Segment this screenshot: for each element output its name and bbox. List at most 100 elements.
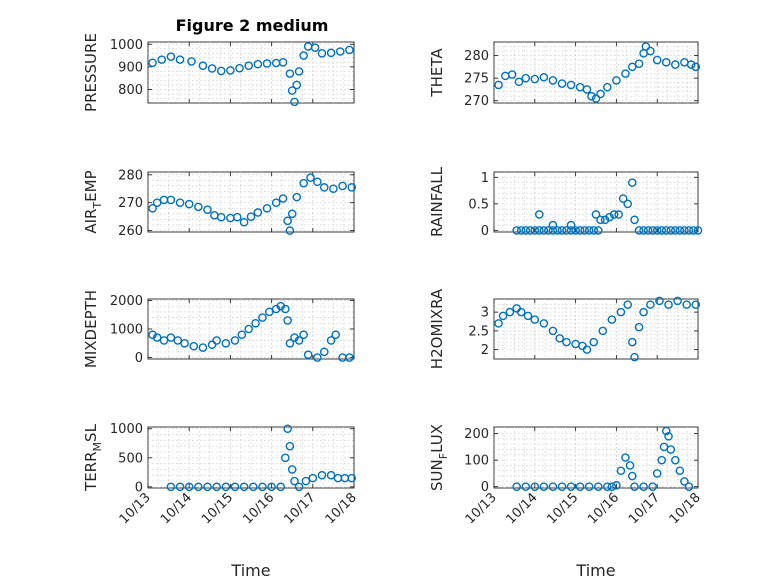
- data-point: [618, 194, 628, 203]
- data-point: [548, 482, 558, 491]
- data-point: [512, 226, 521, 235]
- data-point: [294, 482, 304, 492]
- data-point: [655, 296, 664, 306]
- subplot-pressure: 800 900 1000 PRESSURE: [82, 33, 355, 112]
- data-point: [278, 58, 288, 67]
- y-tick-label: 0: [135, 480, 143, 495]
- data-point: [575, 226, 585, 235]
- data-point: [625, 461, 635, 470]
- data-point: [253, 59, 263, 69]
- axes-frame: [147, 41, 355, 104]
- data-point: [317, 470, 327, 480]
- data-point: [198, 343, 208, 352]
- subplot-air_temp: 260 270 280 AIRTEMP: [82, 168, 357, 239]
- data-point: [680, 226, 689, 235]
- data-point: [643, 226, 653, 235]
- data-point: [317, 48, 327, 58]
- data-point: [306, 173, 315, 182]
- x-tick-label: 10/18: [667, 490, 704, 527]
- y-axis-label-sub: T: [91, 202, 104, 210]
- data-point: [566, 220, 576, 230]
- data-point: [319, 183, 329, 192]
- data-point: [235, 63, 244, 73]
- data-point: [539, 319, 549, 328]
- x-tick-label: 10/13: [463, 490, 500, 527]
- data-point: [239, 217, 249, 227]
- data-point: [207, 64, 217, 73]
- data-point: [555, 334, 565, 343]
- data-point: [516, 226, 526, 235]
- y-axis-label-main: TERR: [82, 451, 100, 492]
- data-point: [292, 192, 302, 202]
- data-point: [652, 469, 662, 478]
- data-point: [616, 466, 626, 476]
- data-point: [203, 205, 212, 214]
- data-point: [244, 61, 254, 71]
- y-axis-label-tail: EMP: [82, 170, 100, 201]
- data-point: [184, 482, 194, 492]
- data-point: [285, 226, 295, 235]
- y-axis-label-sub: M: [91, 442, 104, 452]
- data-point: [593, 226, 603, 235]
- x-tick-label: 10/13: [117, 490, 154, 527]
- data-point: [157, 55, 167, 64]
- data-point: [598, 326, 608, 336]
- data-point: [253, 208, 263, 217]
- y-tick-label: 275: [464, 72, 489, 87]
- data-point: [173, 336, 183, 345]
- data-point: [166, 195, 176, 205]
- y-axis-label: RAINFALL: [428, 166, 446, 237]
- data-point: [303, 350, 313, 360]
- data-point: [627, 471, 637, 481]
- data-point: [609, 210, 619, 219]
- data-point: [166, 333, 176, 342]
- data-point: [596, 89, 605, 99]
- data-point: [313, 353, 322, 362]
- y-tick-label: 1000: [110, 323, 143, 338]
- data-point: [276, 482, 286, 492]
- data-point: [584, 482, 594, 491]
- data-point: [285, 338, 295, 348]
- x-axis-label: Time: [575, 561, 615, 580]
- data-point: [166, 482, 176, 492]
- data-point: [539, 72, 549, 82]
- data-point: [682, 300, 691, 309]
- data-point: [514, 77, 524, 87]
- data-point: [521, 482, 531, 491]
- data-point: [580, 226, 589, 235]
- data-point: [661, 226, 671, 235]
- data-point: [557, 482, 567, 491]
- data-point: [530, 74, 540, 84]
- data-point: [335, 47, 345, 56]
- data-point: [216, 212, 226, 222]
- y-tick-label: 280: [118, 168, 143, 183]
- y-axis-label: H2OMIXRA: [428, 288, 446, 369]
- x-tick-label: 10/15: [544, 490, 581, 527]
- data-point: [657, 455, 667, 465]
- data-point: [589, 337, 599, 347]
- data-point: [299, 330, 308, 340]
- data-point: [596, 215, 605, 225]
- data-point: [285, 69, 295, 78]
- data-point: [535, 210, 544, 219]
- data-point: [603, 482, 612, 491]
- data-point: [212, 336, 221, 345]
- y-axis-label-main: H2OMIXRA: [428, 288, 446, 369]
- data-point: [148, 58, 157, 68]
- data-point: [539, 482, 549, 491]
- y-axis-label: SUNFLUX: [428, 424, 450, 491]
- data-point: [562, 337, 571, 347]
- x-tick-label: 10/16: [240, 490, 277, 527]
- data-point: [605, 212, 614, 222]
- y-axis-label-sub: F: [437, 453, 450, 459]
- data-point: [290, 97, 299, 107]
- y-tick-label: 0: [481, 224, 489, 239]
- data-point: [152, 333, 162, 342]
- data-point: [326, 336, 336, 345]
- data-point: [246, 212, 256, 221]
- data-point: [281, 304, 290, 314]
- data-point: [301, 476, 311, 486]
- subplot-terr_msl: 0 500 1000 10/13 10/14 10/15 10/16 10/17 10/18 TE…: [82, 422, 360, 580]
- data-point: [582, 85, 592, 94]
